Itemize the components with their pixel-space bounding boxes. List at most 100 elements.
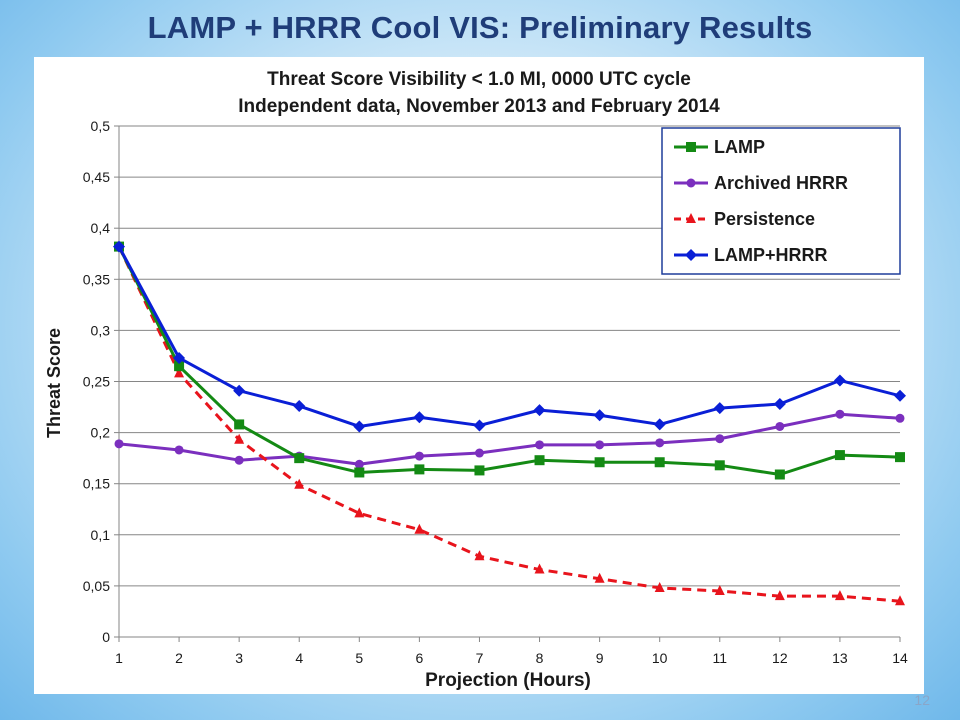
series-persistence — [114, 240, 905, 606]
x-tick-label: 11 — [712, 650, 727, 666]
data-point — [354, 507, 365, 518]
x-tick-label: 5 — [355, 650, 363, 666]
x-tick-label: 3 — [235, 650, 243, 666]
data-point — [474, 448, 484, 458]
legend-marker — [685, 249, 697, 261]
y-axis-label: Threat Score — [44, 328, 64, 438]
y-tick-label: 0,2 — [91, 425, 111, 441]
series-archived-hrrr — [114, 409, 905, 469]
legend: LAMP Archived HRRR Persistence LAMP+HRRR — [661, 127, 901, 275]
data-point — [774, 590, 785, 601]
data-point — [715, 434, 725, 444]
legend-entries: LAMP Archived HRRR Persistence LAMP+HRRR — [674, 137, 848, 265]
data-point — [895, 452, 905, 463]
data-point — [353, 420, 366, 433]
line-chart: Threat Score Visibility < 1.0 MI, 0000 U… — [44, 69, 908, 691]
data-point — [174, 367, 185, 378]
data-point — [174, 445, 184, 455]
data-point — [714, 585, 725, 596]
data-point — [773, 397, 786, 410]
x-tick-label: 4 — [295, 650, 303, 666]
data-point — [354, 467, 365, 478]
x-axis-label: Projection (Hours) — [425, 670, 591, 691]
legend-box — [661, 127, 901, 275]
data-point — [173, 351, 186, 364]
y-tick-label: 0,1 — [91, 527, 111, 543]
x-tick-label: 1 — [115, 650, 123, 666]
x-tick-label: 12 — [772, 650, 788, 666]
x-tick-label: 10 — [652, 650, 668, 666]
data-point — [655, 438, 665, 448]
legend-label: LAMP+HRRR — [714, 245, 828, 265]
data-point — [294, 453, 305, 464]
x-tick-label: 8 — [536, 650, 544, 666]
y-tick-label: 0 — [102, 629, 110, 645]
data-point — [654, 457, 665, 468]
x-tick-label: 6 — [415, 650, 423, 666]
data-point — [833, 374, 846, 387]
data-point — [834, 450, 845, 461]
data-point — [593, 409, 606, 422]
data-point — [775, 421, 785, 431]
x-tick-label: 13 — [832, 650, 848, 666]
data-point — [354, 459, 364, 469]
data-point — [653, 418, 666, 431]
series-line-lamp — [117, 245, 901, 477]
data-point — [293, 400, 306, 413]
data-point — [834, 590, 845, 601]
series-line-archived-hrrr — [118, 412, 901, 466]
data-point — [474, 465, 485, 476]
slide-title: LAMP + HRRR Cool VIS: Preliminary Result… — [147, 10, 813, 45]
data-point — [535, 440, 545, 450]
y-tick-label: 0,5 — [91, 118, 111, 134]
legend-entry-archived-hrrr: Archived HRRR — [674, 173, 848, 193]
x-tick-label: 9 — [596, 650, 604, 666]
legend-label: Archived HRRR — [714, 173, 848, 193]
chart-panel: Threat Score Visibility < 1.0 MI, 0000 U… — [34, 57, 924, 694]
data-point — [534, 455, 545, 466]
data-point — [533, 404, 546, 417]
data-point — [294, 478, 305, 489]
legend-marker — [686, 213, 696, 223]
legend-entry-persistence: Persistence — [674, 209, 815, 229]
y-tick-label: 0,3 — [91, 322, 111, 338]
series-lines — [113, 240, 906, 606]
data-point — [835, 409, 845, 419]
gridlines — [119, 125, 900, 587]
data-point — [894, 389, 906, 402]
data-point — [594, 572, 605, 583]
y-tick-label: 0,45 — [83, 169, 110, 185]
series-line-lamp-hrrr — [117, 245, 901, 428]
data-point — [234, 419, 245, 430]
y-tick-labels: 0 0,05 0,1 0,15 0,2 0,25 0,3 0,35 0,4 0,45 0,5 — [83, 118, 110, 645]
legend-label: LAMP — [714, 137, 765, 157]
y-tick-label: 0,4 — [91, 220, 111, 236]
chart-subtitle: Independent data, November 2013 and Febr… — [238, 96, 720, 117]
data-point — [595, 440, 605, 450]
series-line-persistence — [117, 245, 901, 603]
data-point — [895, 413, 905, 423]
data-point — [774, 469, 785, 480]
data-point — [413, 411, 426, 424]
y-tick-label: 0,35 — [83, 271, 110, 287]
y-tick-label: 0,25 — [83, 374, 110, 390]
legend-marker — [686, 178, 696, 188]
data-point — [473, 419, 486, 432]
legend-entry-lamp-hrrr: LAMP+HRRR — [674, 245, 828, 265]
data-point — [113, 240, 125, 253]
legend-marker — [686, 142, 696, 152]
legend-entry-lamp: LAMP — [674, 137, 765, 157]
data-point — [234, 433, 245, 444]
x-tick-label: 7 — [476, 650, 484, 666]
data-point — [474, 550, 485, 561]
axes — [114, 125, 901, 642]
series-lamp — [114, 241, 905, 480]
series-lamp-hrrr — [113, 240, 906, 433]
data-point — [174, 361, 185, 372]
y-tick-label: 0,15 — [83, 476, 110, 492]
x-tick-label: 14 — [892, 650, 908, 666]
y-tick-label: 0,05 — [83, 578, 110, 594]
legend-label: Persistence — [714, 209, 815, 229]
data-point — [114, 439, 124, 449]
data-point — [654, 581, 665, 592]
